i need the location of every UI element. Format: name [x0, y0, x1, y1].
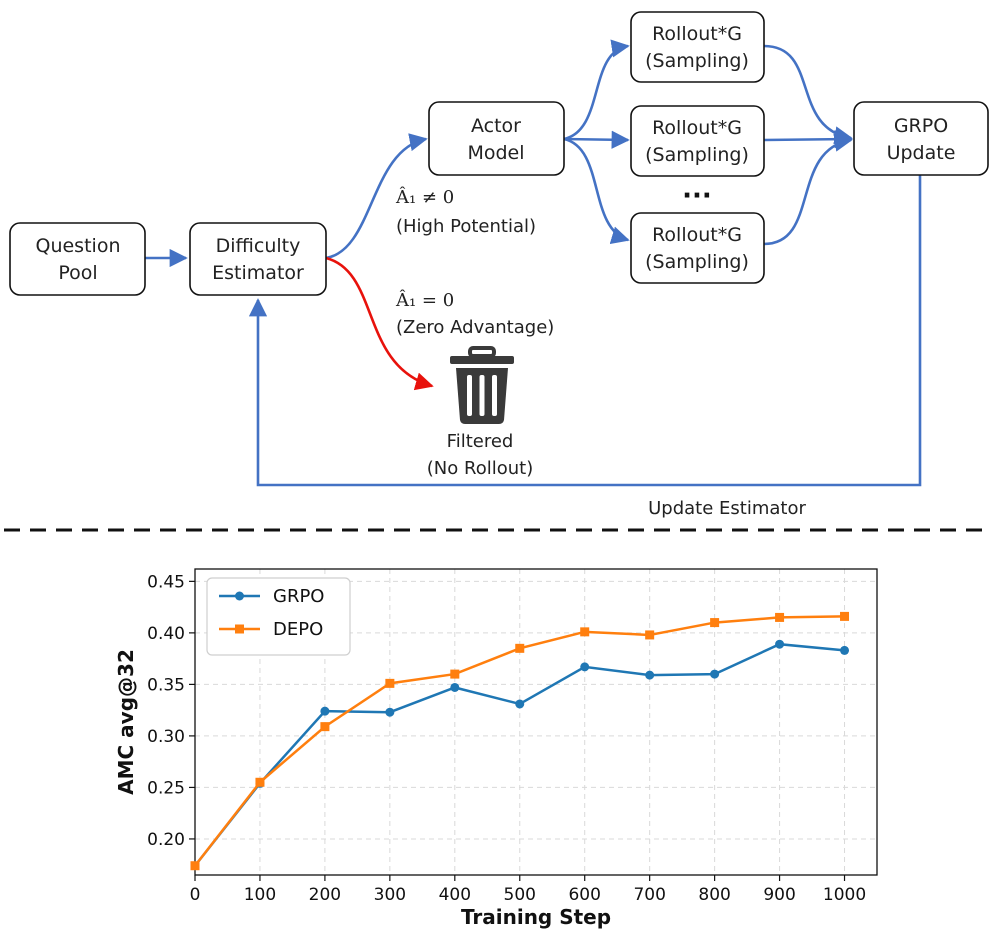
- filtered-label-line2: (No Rollout): [427, 458, 533, 479]
- node-question-pool-line2: Pool: [58, 262, 97, 284]
- point-depo: [255, 777, 265, 787]
- y-tick-label: 0.35: [147, 675, 185, 695]
- node-rollout-1-line2: (Sampling): [645, 50, 749, 72]
- node-rollout-3-line1: Rollout*G: [652, 224, 742, 246]
- node-question-pool: Question Pool: [9, 222, 146, 296]
- point-depo: [775, 612, 785, 622]
- legend-marker-depo: [235, 624, 244, 634]
- point-depo: [710, 618, 720, 628]
- x-tick-label: 500: [504, 885, 536, 905]
- point-depo: [385, 678, 395, 688]
- point-grpo: [320, 706, 330, 716]
- high-potential-math: Â₁ ≠ 0: [395, 185, 454, 208]
- y-tick-label: 0.20: [147, 830, 185, 850]
- point-grpo: [840, 645, 850, 655]
- y-tick-label: 0.40: [147, 624, 185, 644]
- flow-diagram: Question Pool Difficulty Estimator Actor…: [4, 11, 992, 532]
- point-depo: [645, 630, 655, 640]
- x-tick-label: 200: [309, 885, 341, 905]
- node-rollout-1: Rollout*G (Sampling): [630, 11, 765, 83]
- node-actor-model-line2: Model: [467, 142, 524, 164]
- point-grpo: [710, 669, 720, 679]
- point-grpo: [515, 699, 525, 709]
- edge-rollout-1-to-grpo: [763, 44, 853, 145]
- filtered-label-line1: Filtered: [447, 431, 514, 452]
- y-tick-label: 0.25: [147, 778, 185, 798]
- y-axis-title: AMC avg@32: [114, 649, 138, 795]
- legend-marker-grpo: [235, 591, 244, 601]
- high-potential-label: (High Potential): [396, 216, 536, 237]
- flow-edges: [145, 39, 922, 487]
- point-grpo: [580, 662, 590, 672]
- x-tick-label: 400: [439, 885, 471, 905]
- point-depo: [515, 643, 525, 653]
- edge-rollout-2-to-grpo: [763, 130, 853, 149]
- node-grpo-update-line1: GRPO: [894, 115, 948, 137]
- point-grpo: [385, 707, 395, 717]
- edge-estimator-to-actor: [325, 133, 428, 260]
- update-estimator-label: Update Estimator: [648, 498, 806, 519]
- edge-grpo-to-estimator: [248, 175, 922, 487]
- chart-legend: GRPO DEPO: [206, 577, 351, 656]
- x-tick-label: 100: [244, 885, 276, 905]
- point-grpo: [775, 639, 785, 649]
- node-rollout-1-line1: Rollout*G: [652, 23, 742, 45]
- node-rollout-2: Rollout*G (Sampling): [630, 105, 765, 177]
- node-rollout-3-line2: (Sampling): [645, 251, 749, 273]
- x-tick-label: 300: [374, 885, 406, 905]
- node-rollout-2-line1: Rollout*G: [652, 117, 742, 139]
- point-depo: [450, 669, 460, 679]
- node-grpo-update-line2: Update: [887, 142, 956, 164]
- x-axis-title: Training Step: [461, 905, 611, 929]
- point-depo: [840, 611, 850, 621]
- edge-actor-to-rollout-1: [563, 39, 630, 141]
- node-actor-model: Actor Model: [428, 101, 565, 176]
- x-tick-label: 900: [763, 885, 795, 905]
- node-difficulty-estimator: Difficulty Estimator: [189, 222, 327, 296]
- x-tick-label: 700: [633, 885, 665, 905]
- trash-icon: [450, 346, 514, 424]
- zero-advantage-label: (Zero Advantage): [396, 317, 554, 338]
- edge-actor-to-rollout-2: [563, 130, 630, 149]
- node-actor-model-line1: Actor: [471, 115, 521, 137]
- plot-frame: [194, 568, 878, 876]
- node-difficulty-estimator-line1: Difficulty: [216, 235, 301, 257]
- x-tick-label: 600: [568, 885, 600, 905]
- legend-label-grpo: GRPO: [273, 586, 324, 607]
- node-difficulty-estimator-line2: Estimator: [212, 262, 304, 284]
- point-depo: [320, 722, 330, 732]
- edge-estimator-to-filtered: [325, 256, 434, 391]
- chart-grid: [194, 569, 877, 875]
- legend-label-depo: DEPO: [273, 619, 323, 640]
- point-grpo: [645, 670, 655, 680]
- node-grpo-update: GRPO Update: [853, 101, 989, 176]
- x-tick-label: 1000: [823, 885, 866, 905]
- y-tick-label: 0.45: [147, 572, 185, 592]
- edge-actor-to-rollout-3: [563, 137, 630, 244]
- training-chart: 0 100 200 300 400 500 600 700 800 900 1000 0.20 0.25…: [114, 568, 878, 929]
- edge-rollout-3-to-grpo: [763, 133, 853, 246]
- x-tick-label: 0: [190, 885, 201, 905]
- node-question-pool-line1: Question: [36, 235, 121, 257]
- node-rollout-3: Rollout*G (Sampling): [630, 212, 765, 284]
- point-depo: [580, 627, 590, 637]
- chart-series: [190, 611, 850, 871]
- rollout-ellipsis: ···: [682, 181, 712, 211]
- node-rollout-2-line2: (Sampling): [645, 144, 749, 166]
- chart-ticks: 0 100 200 300 400 500 600 700 800 900 1000 0.20 0.25…: [147, 572, 866, 905]
- zero-advantage-math: Â₁ = 0: [395, 288, 454, 311]
- x-tick-label: 800: [698, 885, 730, 905]
- point-depo: [190, 861, 200, 871]
- point-grpo: [450, 682, 460, 692]
- y-tick-label: 0.30: [147, 727, 185, 747]
